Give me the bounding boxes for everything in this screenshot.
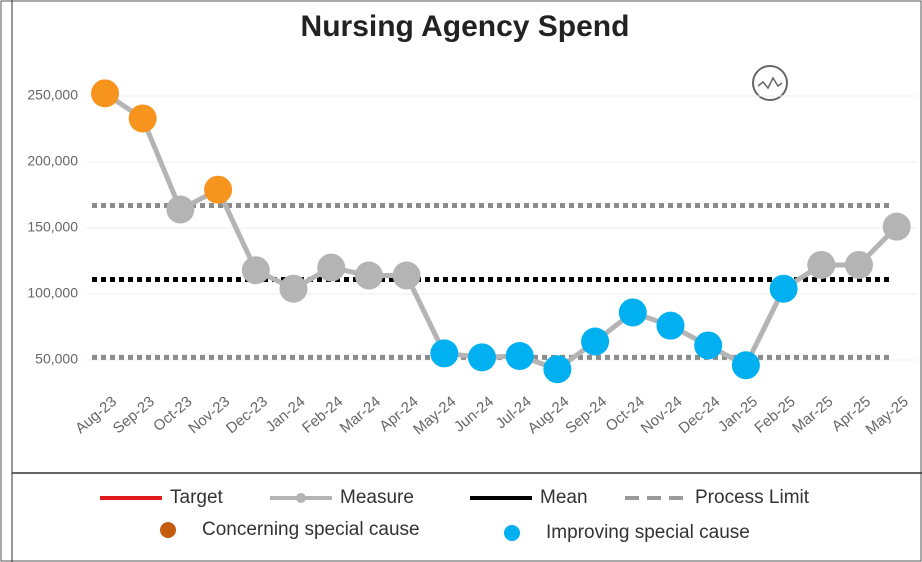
legend-label: Concerning special cause <box>202 519 420 540</box>
measure-point <box>317 253 346 282</box>
chart-title: Nursing Agency Spend <box>301 10 630 43</box>
y-tick-label: 200,000 <box>27 153 78 169</box>
measure-point <box>91 79 119 108</box>
measure-point <box>166 195 195 224</box>
measure-point <box>694 331 723 360</box>
measure-point <box>656 311 685 340</box>
measure-point <box>807 250 836 279</box>
y-tick-label: 150,000 <box>27 219 78 235</box>
legend-label: Process Limit <box>695 487 810 508</box>
measure-point <box>392 261 421 290</box>
measure-point <box>354 261 383 290</box>
y-tick-label: 50,000 <box>35 351 78 367</box>
measure-point <box>505 342 534 371</box>
measure-point <box>204 175 233 204</box>
measure-point <box>279 274 308 303</box>
legend-label: Measure <box>340 487 414 508</box>
y-tick-label: 250,000 <box>27 87 78 103</box>
y-tick-label: 100,000 <box>27 285 78 301</box>
measure-point <box>128 104 157 133</box>
measure-line <box>103 91 899 373</box>
measure-point <box>769 274 798 303</box>
legend-marker-dot <box>296 493 306 503</box>
legend-marker <box>504 525 520 541</box>
measure-point <box>430 339 459 368</box>
visual-icon <box>752 65 788 101</box>
measure-point <box>618 298 647 327</box>
measure-point <box>543 355 572 384</box>
measure-point <box>882 212 911 241</box>
measure-point <box>581 327 610 356</box>
legend-label: Improving special cause <box>546 522 750 543</box>
measure-point <box>845 250 873 279</box>
legend-label: Target <box>170 487 224 508</box>
measure-point <box>731 351 760 380</box>
measure-point <box>241 256 270 285</box>
legend-marker <box>160 522 176 538</box>
measure-point <box>468 343 496 372</box>
legend-label: Mean <box>540 487 588 508</box>
